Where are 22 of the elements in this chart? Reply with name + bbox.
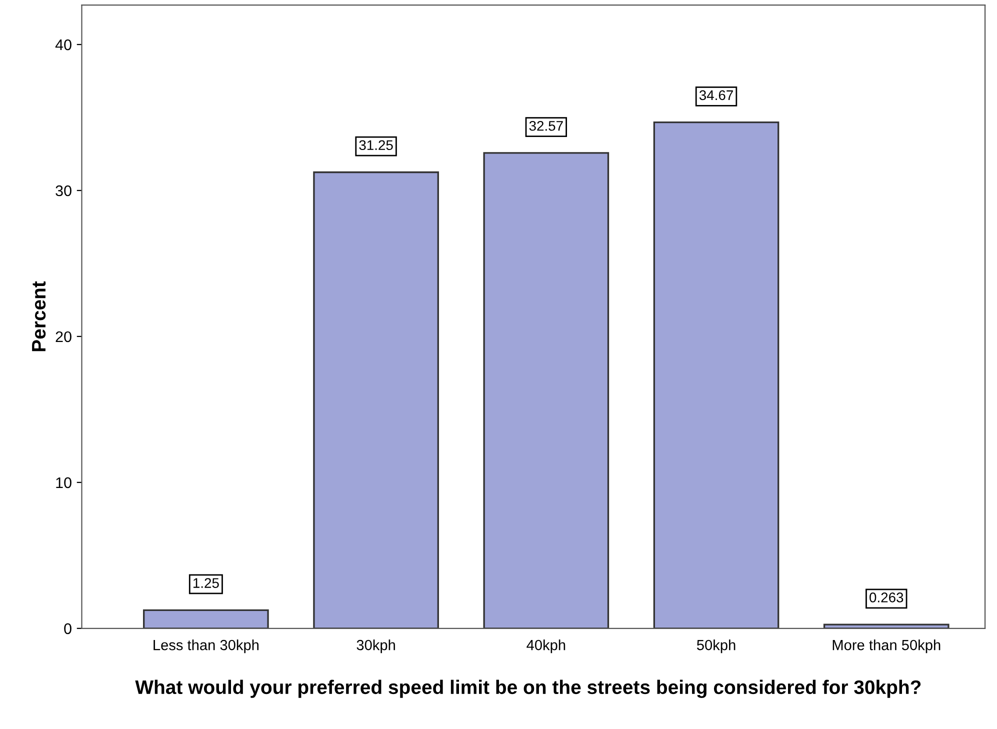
y-tick-label: 20 bbox=[56, 331, 72, 342]
y-tick-label: 30 bbox=[56, 185, 72, 196]
y-tick-label: 10 bbox=[56, 477, 72, 488]
y-axis-title: Percent bbox=[32, 281, 46, 352]
bar bbox=[823, 624, 950, 628]
data-label: 32.57 bbox=[529, 120, 563, 131]
bar bbox=[313, 171, 439, 628]
data-label: 1.25 bbox=[193, 578, 219, 588]
bar bbox=[143, 609, 269, 628]
x-tick-label: 30kph bbox=[356, 640, 395, 654]
x-tick-label: 50kph bbox=[696, 640, 736, 654]
bar bbox=[653, 121, 780, 628]
data-label: 34.67 bbox=[699, 90, 733, 100]
y-tick-label: 40 bbox=[55, 39, 72, 50]
data-label: 0.263 bbox=[870, 592, 904, 602]
y-tick-label: 0 bbox=[64, 623, 72, 634]
data-label: 31.25 bbox=[359, 140, 393, 150]
bar bbox=[483, 152, 610, 628]
x-axis-title: What would your preferred speed limit be on the streets being considered for 30kph? bbox=[135, 680, 921, 698]
x-tick-label: More than 50kph bbox=[832, 640, 940, 654]
x-tick-label: 40kph bbox=[526, 640, 566, 654]
x-tick-label: Less than 30kph bbox=[154, 640, 259, 654]
